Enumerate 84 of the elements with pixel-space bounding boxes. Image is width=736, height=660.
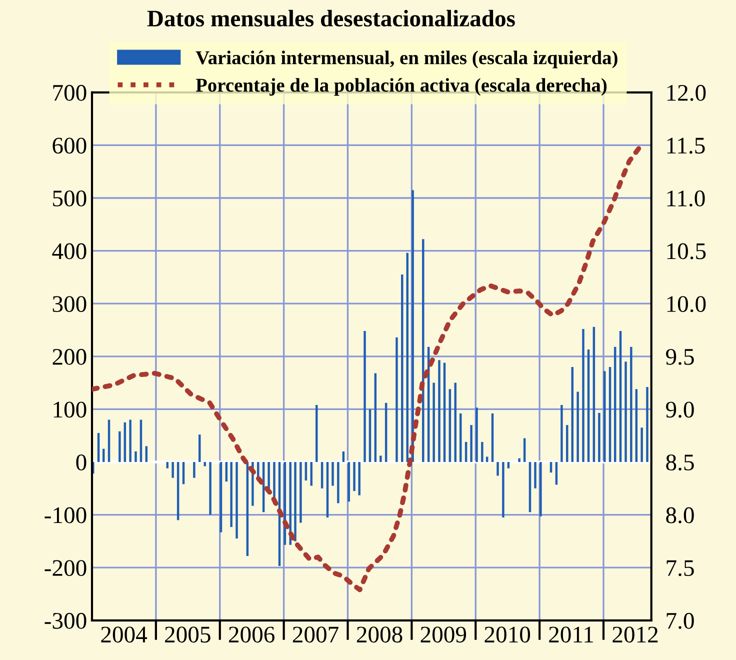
bar bbox=[129, 420, 132, 462]
y-tick-label: 700 bbox=[53, 84, 86, 101]
bar bbox=[534, 462, 536, 488]
bar bbox=[118, 431, 121, 462]
y2-tick-label: 11.0 bbox=[667, 190, 705, 207]
y2-tick-label: 7.0 bbox=[666, 612, 694, 629]
bar bbox=[145, 446, 148, 462]
y2-tick-label: 9.5 bbox=[666, 348, 694, 365]
bar bbox=[316, 404, 318, 462]
bar bbox=[364, 331, 366, 462]
y-tick-label: 600 bbox=[52, 138, 86, 154]
y2-tick-label: 8.0 bbox=[666, 507, 694, 524]
x-tick-label: 2010 bbox=[484, 626, 530, 643]
bar bbox=[209, 462, 212, 515]
bar bbox=[193, 462, 196, 478]
bar bbox=[502, 462, 504, 518]
y2-tick-label: 12.0 bbox=[667, 84, 706, 101]
bar bbox=[438, 360, 440, 462]
y-tick-label: 400 bbox=[52, 243, 86, 260]
bar bbox=[576, 392, 579, 462]
y-tick-label: -100 bbox=[44, 507, 86, 524]
bar bbox=[481, 442, 484, 462]
bar bbox=[646, 387, 648, 462]
y-tick-label: -200 bbox=[44, 560, 86, 576]
y2-tick-label: 11.5 bbox=[667, 138, 705, 154]
bar bbox=[326, 462, 329, 518]
bar bbox=[523, 438, 526, 462]
bar bbox=[236, 462, 238, 539]
bar bbox=[630, 346, 632, 462]
x-tick-label: 2007 bbox=[292, 626, 338, 643]
y-tick-label: -300 bbox=[44, 612, 86, 629]
y-tick-label: 100 bbox=[54, 402, 86, 418]
bar bbox=[337, 462, 340, 504]
x-tick-label: 2008 bbox=[356, 626, 402, 643]
bar bbox=[172, 462, 174, 478]
bar bbox=[230, 462, 232, 527]
bar bbox=[380, 456, 382, 462]
bar bbox=[289, 462, 292, 545]
bar bbox=[401, 274, 404, 462]
bar bbox=[358, 462, 360, 496]
legend-label: Variación intermensual, en miles (escala izquierda) bbox=[196, 50, 618, 68]
bar bbox=[332, 462, 334, 486]
bar bbox=[635, 389, 638, 462]
x-tick-label: 2009 bbox=[420, 626, 466, 643]
y-tick-label: 200 bbox=[52, 348, 86, 365]
bar bbox=[294, 462, 296, 542]
y-tick-label: 0 bbox=[76, 454, 86, 470]
y2-tick-label: 10.5 bbox=[667, 243, 706, 260]
y2-tick-label: 8.5 bbox=[666, 454, 694, 471]
bar bbox=[448, 389, 452, 462]
chart-title: Datos mensuales desestacionalizados bbox=[147, 10, 515, 27]
y-tick-label: 500 bbox=[53, 190, 86, 206]
y2-tick-label: 7.5 bbox=[666, 560, 694, 576]
bar bbox=[310, 462, 312, 486]
x-tick-label: 2004 bbox=[101, 626, 148, 643]
bar bbox=[624, 362, 627, 462]
bar bbox=[598, 412, 600, 462]
legend-label: Porcentaje de la población activa (escala derecha) bbox=[196, 78, 607, 96]
bar bbox=[560, 404, 563, 462]
bar bbox=[368, 409, 372, 462]
x-tick-label: 2006 bbox=[229, 626, 274, 643]
bar bbox=[432, 382, 435, 462]
bar bbox=[640, 428, 643, 462]
y2-tick-label: 9.0 bbox=[666, 402, 694, 418]
bar bbox=[396, 337, 398, 462]
bar bbox=[353, 462, 356, 492]
bar bbox=[443, 362, 446, 462]
x-tick-label: 2005 bbox=[165, 626, 210, 643]
bar bbox=[496, 462, 499, 476]
bar bbox=[320, 462, 324, 488]
bar bbox=[518, 458, 520, 462]
bar bbox=[486, 456, 488, 462]
x-tick-label: 2012 bbox=[612, 626, 658, 643]
bar bbox=[422, 239, 424, 462]
y-tick-label: 300 bbox=[52, 296, 86, 312]
bar bbox=[166, 462, 169, 468]
bar bbox=[134, 451, 137, 462]
bar bbox=[582, 328, 584, 462]
bar bbox=[304, 462, 308, 480]
x-tick-label: 2011 bbox=[549, 626, 594, 643]
bar bbox=[300, 462, 302, 523]
y2-tick-label: 10.0 bbox=[667, 296, 706, 312]
bar bbox=[507, 462, 510, 468]
bar bbox=[470, 425, 472, 462]
